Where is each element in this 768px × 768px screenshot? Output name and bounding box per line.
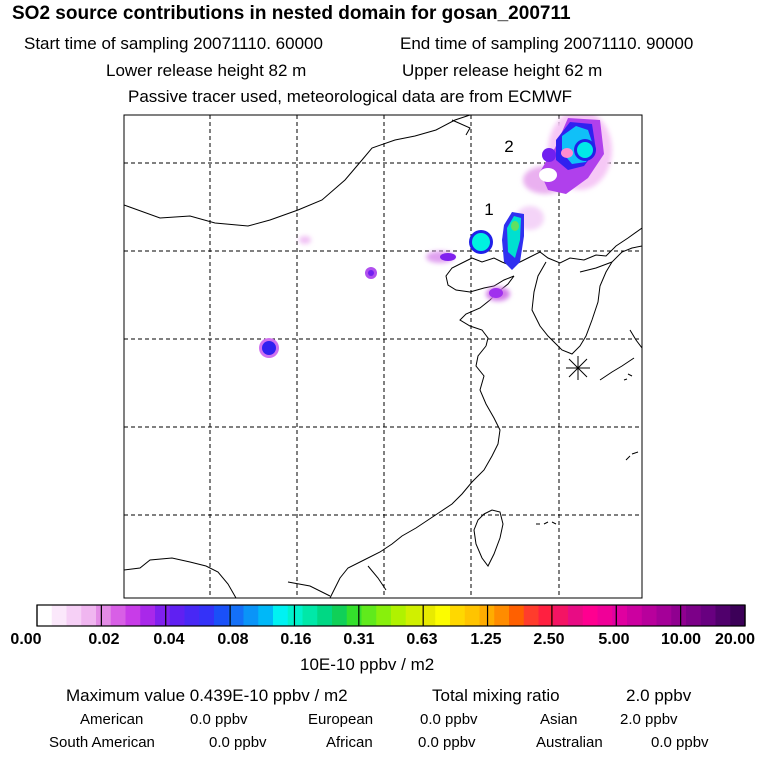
- colorbar-swatch: [450, 605, 466, 626]
- colorbar-swatch: [155, 605, 171, 626]
- colorbar-frame: [36, 604, 746, 627]
- region-american-value: 0.0 ppbv: [190, 711, 248, 728]
- lower-release-height: Lower release height 82 m: [106, 61, 307, 80]
- total-mixing-value: 2.0 ppbv: [626, 686, 692, 705]
- colorbar-tick-label: 5.00: [598, 631, 630, 648]
- region-asian-value: 2.0 ppbv: [620, 711, 678, 728]
- upper-release-height: Upper release height 62 m: [402, 61, 603, 80]
- colorbar-tick-label: 10.00: [660, 631, 702, 648]
- colorbar-unit: 10E-10 ppbv / m2: [300, 655, 435, 674]
- region-american-label: American: [80, 711, 144, 728]
- colorbar-tick-label: 20.00: [714, 631, 756, 648]
- colorbar-swatch: [332, 605, 348, 626]
- source-label-2: 2: [504, 137, 513, 156]
- colorbar-swatch: [686, 605, 702, 626]
- region-australian-value: 0.0 ppbv: [651, 734, 709, 751]
- region-european-value: 0.0 ppbv: [420, 711, 478, 728]
- colorbar: [36, 604, 746, 627]
- colorbar-swatch: [612, 605, 628, 626]
- colorbar-swatch: [96, 605, 112, 626]
- colorbar-swatch: [273, 605, 289, 626]
- colorbar-swatch: [730, 605, 746, 626]
- colorbar-swatch: [494, 605, 510, 626]
- colorbar-swatch: [420, 605, 436, 626]
- colorbar-tick-label: 0.02: [88, 631, 120, 648]
- colorbar-swatch: [405, 605, 422, 626]
- colorbar-tick-label: 0.63: [406, 631, 438, 648]
- colorbar-swatch: [228, 605, 245, 626]
- colorbar-swatch: [66, 605, 82, 626]
- colorbar-swatch: [641, 605, 658, 626]
- colorbar-swatch: [169, 605, 186, 626]
- region-european-label: European: [308, 711, 374, 728]
- region-south-american-value: 0.0 ppbv: [209, 734, 267, 751]
- colorbar-swatch: [582, 605, 599, 626]
- region-asian-label: Asian: [540, 711, 578, 728]
- colorbar-swatch: [37, 605, 53, 626]
- colorbar-swatch: [700, 605, 717, 626]
- colorbar-swatch: [317, 605, 333, 626]
- colorbar-swatch: [671, 605, 687, 626]
- colorbar-swatch: [81, 605, 97, 626]
- colorbar-swatch: [51, 605, 68, 626]
- colorbar-tick-label: 0.31: [343, 631, 375, 648]
- tracer-note: Passive tracer used, meteorological data…: [128, 87, 573, 106]
- colorbar-swatch: [715, 605, 731, 626]
- colorbar-swatch: [302, 605, 318, 626]
- colorbar-tick-label: 0.16: [280, 631, 312, 648]
- colorbar-swatch: [627, 605, 643, 626]
- colorbar-swatch: [435, 605, 451, 626]
- colorbar-swatch: [568, 605, 584, 626]
- colorbar-swatch: [110, 605, 127, 626]
- region-african-value: 0.0 ppbv: [418, 734, 476, 751]
- end-time: End time of sampling 20071110. 90000: [400, 34, 694, 53]
- colorbar-swatch: [391, 605, 407, 626]
- colorbar-swatch: [464, 605, 481, 626]
- region-australian-label: Australian: [536, 734, 603, 751]
- colorbar-swatch: [140, 605, 156, 626]
- colorbar-swatch: [258, 605, 274, 626]
- colorbar-swatch: [243, 605, 259, 626]
- colorbar-swatch: [125, 605, 141, 626]
- colorbar-tick-label: 0.00: [10, 631, 42, 648]
- colorbar-tick-label: 2.50: [533, 631, 565, 648]
- total-mixing-label: Total mixing ratio: [432, 686, 560, 705]
- colorbar-tick-label: 1.25: [470, 631, 502, 648]
- colorbar-swatch: [287, 605, 304, 626]
- colorbar-swatch: [184, 605, 200, 626]
- source-label-1: 1: [484, 200, 493, 219]
- colorbar-swatch: [509, 605, 525, 626]
- region-south-american-label: South American: [49, 734, 155, 751]
- colorbar-swatch: [361, 605, 377, 626]
- colorbar-swatch: [597, 605, 613, 626]
- colorbar-swatch: [199, 605, 215, 626]
- colorbar-swatch: [553, 605, 569, 626]
- colorbar-tick-label: 0.04: [153, 631, 185, 648]
- colorbar-swatch: [214, 605, 230, 626]
- asterisk-icon: [566, 356, 590, 380]
- colorbar-swatch: [346, 605, 363, 626]
- lat-lon-grid: [124, 115, 642, 598]
- maximum-value: Maximum value 0.439E-10 ppbv / m2: [66, 686, 348, 705]
- colorbar-swatch: [656, 605, 672, 626]
- page-title: SO2 source contributions in nested domai…: [12, 3, 571, 24]
- concentration-plumes: [259, 115, 612, 358]
- coastlines: [124, 115, 642, 598]
- colorbar-swatch: [538, 605, 554, 626]
- colorbar-swatch: [523, 605, 540, 626]
- start-time: Start time of sampling 20071110. 60000: [24, 34, 323, 53]
- colorbar-swatch: [376, 605, 392, 626]
- colorbar-tick-label: 0.08: [217, 631, 249, 648]
- map-frame: [123, 114, 643, 599]
- region-african-label: African: [326, 734, 373, 751]
